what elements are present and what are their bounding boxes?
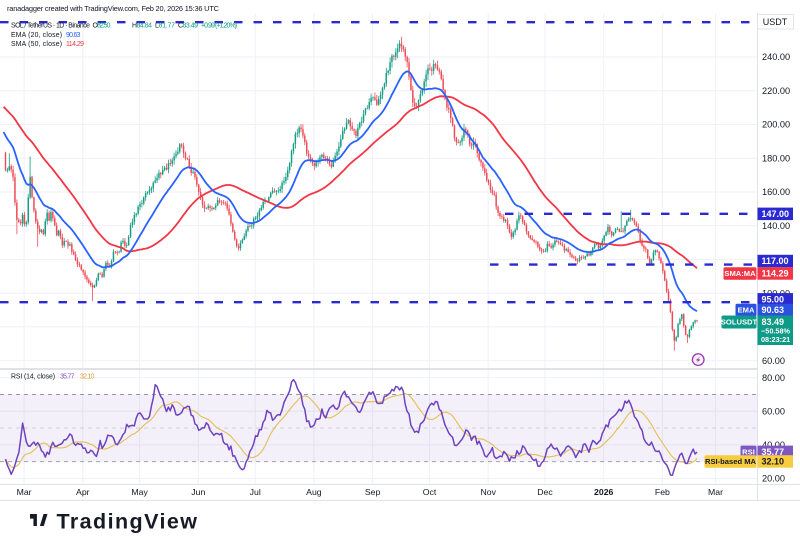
svg-text:Sep: Sep (365, 487, 381, 497)
svg-text:Jun: Jun (191, 487, 205, 497)
svg-text:RSI: RSI (742, 448, 755, 457)
svg-text:C83.49: C83.49 (178, 23, 198, 30)
svg-text:35.77: 35.77 (762, 447, 785, 457)
svg-text:Aug: Aug (306, 487, 322, 497)
svg-text:SMA (50, close): SMA (50, close) (11, 41, 62, 48)
svg-text:60.00: 60.00 (762, 356, 785, 366)
svg-text:147.00: 147.00 (762, 209, 790, 219)
svg-text:Feb: Feb (655, 487, 670, 497)
svg-text:EMA (20, close): EMA (20, close) (11, 32, 62, 39)
svg-text:32.10: 32.10 (762, 457, 785, 467)
svg-text:H84.84: H84.84 (132, 23, 152, 30)
svg-text:95.00: 95.00 (762, 295, 785, 305)
svg-text:80.00: 80.00 (762, 373, 785, 383)
svg-text:+0.99 (+1.20%): +0.99 (+1.20%) (201, 23, 237, 30)
svg-text:USDT: USDT (763, 17, 788, 27)
svg-text:EMA: EMA (738, 306, 755, 315)
svg-text:140.00: 140.00 (762, 221, 790, 231)
svg-text:Mar: Mar (708, 487, 723, 497)
svg-text:Dec: Dec (537, 487, 553, 497)
svg-text:08:23:21: 08:23:21 (761, 335, 790, 344)
svg-text:90.63: 90.63 (66, 32, 81, 39)
svg-text:−50.58%: −50.58% (761, 327, 791, 336)
svg-text:60.00: 60.00 (762, 407, 785, 417)
svg-text:83.49: 83.49 (762, 317, 785, 327)
svg-text:SOL / TetherUS · 1D · Binance: SOL / TetherUS · 1D · Binance (11, 23, 90, 30)
svg-text:200.00: 200.00 (762, 120, 790, 130)
svg-text:40.00: 40.00 (762, 440, 785, 450)
svg-text:220.00: 220.00 (762, 86, 790, 96)
svg-text:SOLUSDT: SOLUSDT (721, 318, 758, 327)
svg-text:RSI (14, close): RSI (14, close) (11, 374, 55, 381)
svg-text:May: May (131, 487, 148, 497)
svg-text:117.00: 117.00 (762, 256, 789, 266)
svg-text:180.00: 180.00 (762, 153, 790, 163)
svg-text:90.63: 90.63 (762, 305, 785, 315)
svg-text:Apr: Apr (76, 487, 90, 497)
svg-text:35.77: 35.77 (60, 374, 75, 381)
svg-text:114.29: 114.29 (66, 41, 84, 48)
svg-text:SMA:MA: SMA:MA (724, 269, 756, 278)
svg-text:Jul: Jul (250, 487, 261, 497)
svg-text:2026: 2026 (594, 487, 613, 497)
svg-text:TradingView: TradingView (57, 510, 198, 534)
svg-text:20.00: 20.00 (762, 474, 785, 484)
svg-text:240.00: 240.00 (762, 52, 790, 62)
svg-text:L81.77: L81.77 (155, 23, 175, 30)
svg-text:O82.50: O82.50 (93, 23, 111, 30)
svg-text:RSI-based MA: RSI-based MA (705, 457, 757, 466)
svg-text:32.10: 32.10 (80, 374, 95, 381)
svg-text:Nov: Nov (480, 487, 496, 497)
svg-text:Mar: Mar (17, 487, 32, 497)
svg-text:ranadagger created with Tradin: ranadagger created with TradingView.com,… (7, 4, 220, 13)
svg-text:160.00: 160.00 (762, 187, 790, 197)
svg-text:114.29: 114.29 (762, 269, 789, 279)
svg-text:Oct: Oct (423, 487, 437, 497)
